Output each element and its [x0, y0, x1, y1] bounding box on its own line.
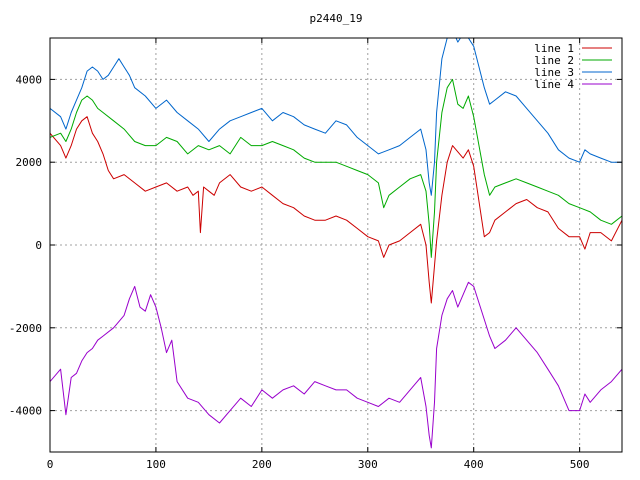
series-line-2: [50, 78, 622, 258]
series-layer: [50, 38, 622, 449]
legend-label-3: line 3: [534, 66, 574, 79]
ticks: 0 100 200 300 400 500 -4000 -2000 0 2000 4000: [9, 38, 622, 471]
series-line-3: [50, 38, 622, 196]
x-tick-label: 100: [146, 458, 166, 471]
y-tick-label: 0: [35, 239, 42, 252]
x-tick-label: 500: [570, 458, 590, 471]
x-tick-label: 200: [252, 458, 272, 471]
legend-label-1: line 1: [534, 42, 574, 55]
grid: [50, 38, 622, 452]
y-tick-label: 4000: [16, 73, 43, 86]
legend-label-4: line 4: [534, 78, 574, 91]
y-tick-label: 2000: [16, 156, 43, 169]
x-tick-label: 400: [464, 458, 484, 471]
y-tick-label: -2000: [9, 322, 42, 335]
legend-label-2: line 2: [534, 54, 574, 67]
series-line-4: [50, 281, 622, 449]
y-tick-label: -4000: [9, 405, 42, 418]
plot-frame: [49, 37, 623, 453]
chart-title: p2440_19: [310, 12, 363, 25]
x-tick-label: 0: [47, 458, 54, 471]
series-line-1: [50, 116, 622, 304]
x-tick-label: 300: [358, 458, 378, 471]
